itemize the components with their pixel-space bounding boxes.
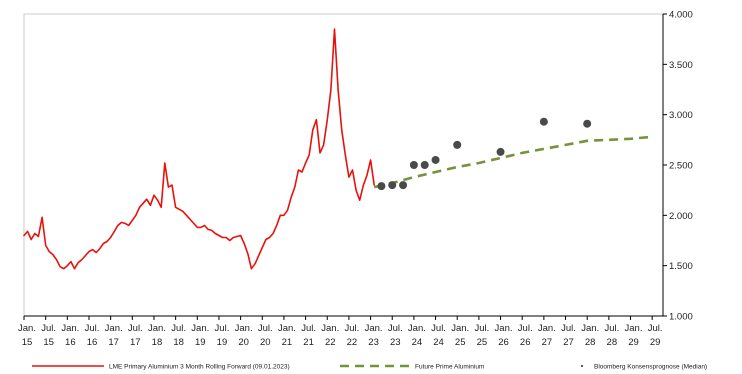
bloomberg-forecast-point: [431, 155, 440, 164]
y-tick-label: 3.500: [669, 60, 693, 71]
bloomberg-forecast-point: [453, 140, 462, 149]
bloomberg-forecast-point: [388, 181, 397, 190]
x-tick-label-month: Jan.: [538, 323, 556, 334]
y-axis: 1.000 1.500 2.000 2.500 3.000 3.500 4.000: [662, 10, 693, 323]
future-prime-aluminium-line: [373, 135, 653, 189]
x-tick-label-month: Jul.: [85, 323, 100, 334]
y-tick-label: 3.000: [669, 110, 693, 121]
y-tick-label: 1.000: [669, 312, 693, 323]
x-tick-label-year: 19: [217, 337, 228, 348]
y-tick-label: 2.500: [669, 161, 693, 172]
x-axis: Jan. 15 Jul. 15 Jan. 16 Jul. 16 Jan. 17 Jul. 17 Jan.…: [18, 315, 663, 348]
x-tick-label-year: 29: [650, 337, 661, 348]
x-tick-label-year: 25: [477, 337, 488, 348]
legend-label-bloomberg: Bloomberg Konsensprognose (Median): [594, 364, 707, 371]
legend-label-future: Future Prime Aluminium: [415, 364, 484, 371]
x-tick-label-month: Jul.: [258, 323, 273, 334]
x-tick-label-year: 18: [152, 337, 163, 348]
lme-aluminium-line: [23, 28, 375, 270]
x-tick-label-month: Jan.: [581, 323, 599, 334]
x-tick-label-month: Jan.: [408, 323, 426, 334]
series-layer: [23, 28, 653, 270]
x-tick-label-year: 20: [238, 337, 249, 348]
x-tick-label-year: 16: [87, 337, 98, 348]
x-tick-label-month: Jan.: [18, 323, 36, 334]
bloomberg-forecast-point: [539, 117, 548, 126]
y-tick-label: 2.000: [669, 211, 693, 222]
x-tick-label-month: Jul.: [474, 323, 489, 334]
bloomberg-forecast-point: [409, 161, 418, 169]
x-tick-label-month: Jan.: [61, 323, 79, 334]
x-tick-label-year: 28: [585, 337, 596, 348]
legend-label-lme: LME Primary Aluminium 3 Month Rolling Fo…: [109, 364, 290, 371]
x-tick-label-month: Jan.: [451, 323, 469, 334]
x-tick-label-month: Jul.: [171, 323, 186, 334]
x-tick-label-year: 15: [22, 337, 33, 348]
x-tick-label-year: 21: [303, 337, 314, 348]
x-tick-label-year: 27: [563, 337, 574, 348]
x-tick-label-month: Jul.: [431, 323, 446, 334]
x-tick-label-month: Jul.: [345, 323, 360, 334]
x-tick-label-month: Jan.: [625, 323, 643, 334]
x-tick-label-year: 26: [498, 337, 509, 348]
bloomberg-forecast-point: [583, 119, 592, 128]
x-tick-label-month: Jan.: [321, 323, 339, 334]
bloomberg-forecast-point: [420, 161, 429, 169]
x-tick-label-month: Jan.: [235, 323, 253, 334]
bloomberg-forecast-point: [377, 182, 386, 191]
x-tick-label-year: 29: [628, 337, 639, 348]
x-tick-label-year: 21: [282, 337, 293, 348]
x-tick-label-year: 24: [433, 337, 444, 348]
x-tick-label-year: 27: [542, 337, 553, 348]
x-tick-label-month: Jul.: [128, 323, 143, 334]
x-tick-label-year: 22: [347, 337, 358, 348]
x-tick-label-year: 25: [455, 337, 466, 348]
x-tick-label-month: Jan.: [191, 323, 209, 334]
x-tick-label-year: 18: [173, 337, 184, 348]
bloomberg-forecast-point: [496, 147, 505, 156]
x-tick-label-month: Jan.: [365, 323, 383, 334]
x-tick-label-month: Jul.: [215, 323, 230, 334]
x-tick-label-year: 24: [412, 337, 423, 348]
x-tick-label-month: Jul.: [604, 323, 619, 334]
x-tick-label-month: Jul.: [561, 323, 576, 334]
x-tick-label-month: Jul.: [518, 323, 533, 334]
x-tick-label-year: 17: [108, 337, 119, 348]
plot-border: [23, 13, 664, 317]
x-tick-label-month: Jan.: [105, 323, 123, 334]
x-tick-label-year: 23: [390, 337, 401, 348]
x-tick-label-year: 19: [195, 337, 206, 348]
x-tick-label-year: 15: [43, 337, 54, 348]
x-tick-label-year: 17: [130, 337, 141, 348]
x-tick-label-year: 23: [368, 337, 379, 348]
x-tick-label-month: Jul.: [388, 323, 403, 334]
y-tick-label: 4.000: [669, 10, 693, 21]
x-tick-label-month: Jul.: [301, 323, 316, 334]
x-tick-label-year: 26: [520, 337, 531, 348]
x-tick-label-month: Jan.: [495, 323, 513, 334]
x-tick-label-year: 28: [607, 337, 618, 348]
x-tick-label-year: 22: [325, 337, 336, 348]
x-tick-label-month: Jul.: [648, 323, 663, 334]
y-tick-label: 1.500: [669, 261, 693, 272]
bloomberg-forecast-point: [399, 181, 408, 190]
x-tick-label-year: 20: [260, 337, 271, 348]
x-tick-label-month: Jan.: [278, 323, 296, 334]
legend: LME Primary Aluminium 3 Month Rolling Fo…: [32, 364, 707, 371]
x-tick-label-month: Jan.: [148, 323, 166, 334]
x-tick-label-month: Jul.: [41, 323, 56, 334]
x-tick-label-year: 16: [65, 337, 76, 348]
legend-swatch-bloomberg: [580, 364, 584, 368]
plot-frame: [23, 13, 664, 317]
